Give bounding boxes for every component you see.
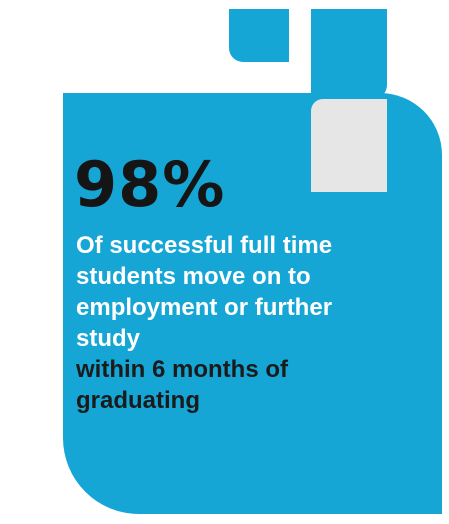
decorative-tall-blue-square: [311, 9, 387, 99]
description-line: Of successful full time: [76, 232, 333, 259]
description-line: graduating: [76, 387, 200, 414]
decorative-small-blue-square: [229, 9, 289, 62]
decorative-grey-square: [311, 99, 387, 192]
description-line: employment or further: [76, 294, 333, 321]
description-line: within 6 months of: [76, 356, 288, 383]
description-line: study: [76, 325, 141, 352]
description-line: students move on to: [76, 263, 311, 290]
stat-value: 98%: [74, 148, 226, 221]
stat-description: Of successful full time students move on…: [76, 230, 436, 416]
